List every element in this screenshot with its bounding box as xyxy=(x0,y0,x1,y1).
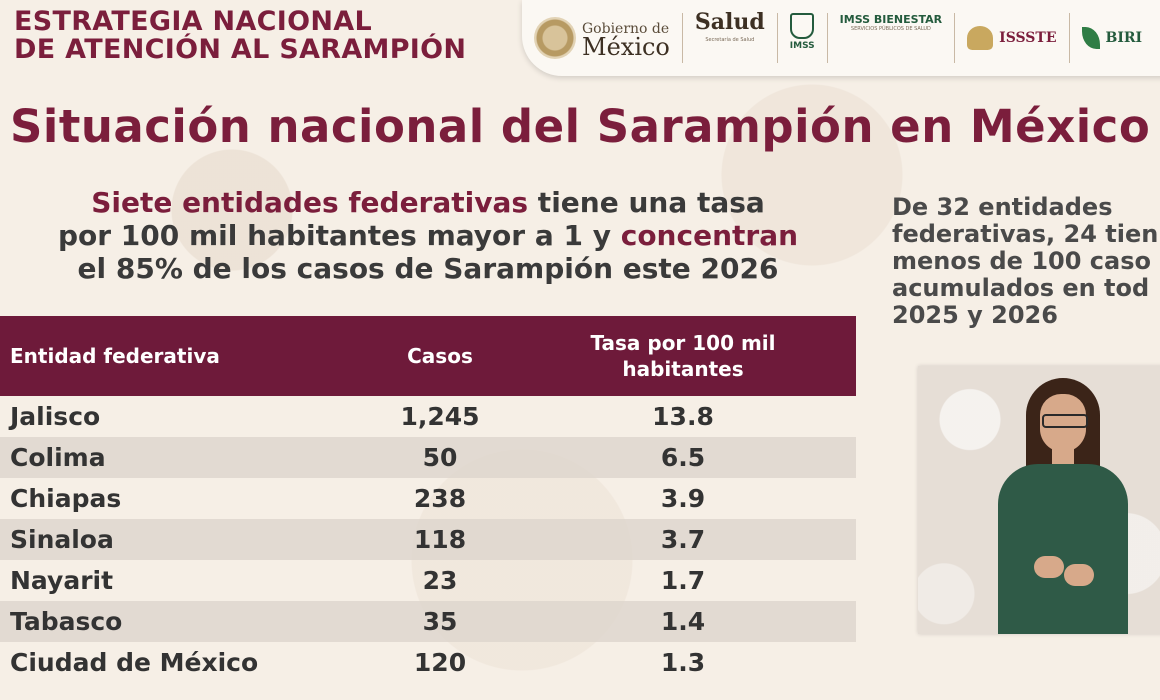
side-note-line1: De 32 entidades xyxy=(892,193,1113,221)
imss-bienestar-logo: IMSS BIENESTAR SERVICIOS PÚBLICOS DE SAL… xyxy=(828,13,956,63)
subtitle-text-2: por 100 mil habitantes mayor a 1 y xyxy=(57,219,621,252)
logo-bar: Gobierno de México Salud Secretaría de S… xyxy=(522,0,1160,76)
cell-entity: Jalisco xyxy=(10,402,101,431)
side-note: De 32 entidades federativas, 24 tien men… xyxy=(892,194,1160,329)
imss-bienestar-text: IMSS BIENESTAR xyxy=(839,13,943,26)
cell-entity: Nayarit xyxy=(10,566,114,595)
hand-left xyxy=(1034,556,1064,578)
neck xyxy=(1052,448,1074,468)
subtitle-highlight-2: concentran xyxy=(620,219,799,252)
cell-entity: Sinaloa xyxy=(10,525,114,554)
table-header: Entidad federativa Casos Tasa por 100 mi… xyxy=(0,316,856,396)
table-row: Chiapas 238 3.9 xyxy=(0,478,856,519)
cases-table: Entidad federativa Casos Tasa por 100 mi… xyxy=(0,316,856,683)
imss-text: IMSS xyxy=(789,41,815,51)
imss-bienestar-subtext: SERVICIOS PÚBLICOS DE SALUD xyxy=(850,26,931,32)
side-note-line5: 2025 y 2026 xyxy=(892,301,1058,329)
side-note-line3: menos de 100 caso xyxy=(892,247,1151,275)
gobierno-line2: México xyxy=(582,33,670,61)
sign-language-interpreter-video xyxy=(918,366,1160,634)
torso xyxy=(998,464,1128,634)
cell-rate: 6.5 xyxy=(660,443,706,472)
issste-text: ISSSTE xyxy=(999,30,1057,46)
birmex-logo: BIRI xyxy=(1070,13,1155,63)
salud-subtext: Secretaría de Salud xyxy=(705,37,755,43)
cell-entity: Tabasco xyxy=(10,607,123,636)
cell-rate: 1.3 xyxy=(660,648,706,677)
header-rate: Tasa por 100 mil habitantes xyxy=(510,330,856,382)
cell-cases: 1,245 xyxy=(400,402,480,431)
gobierno-line1: Gobierno de xyxy=(582,21,670,37)
issste-eagle-icon xyxy=(967,26,994,50)
cell-rate: 3.9 xyxy=(660,484,706,513)
imss-logo: IMSS xyxy=(778,13,828,63)
cell-rate: 1.4 xyxy=(660,607,706,636)
subtitle-text-1: tiene una tasa xyxy=(528,186,765,219)
header-title: ESTRATEGIA NACIONAL DE ATENCIÓN AL SARAM… xyxy=(14,8,466,64)
subtitle-text-3: el 85% de los casos de Sarampión este 20… xyxy=(77,252,779,285)
page-title: Situación nacional del Sarampión en Méxi… xyxy=(10,100,1151,153)
cell-rate: 3.7 xyxy=(660,525,706,554)
cell-rate: 1.7 xyxy=(660,566,706,595)
subtitle-highlight-1: Siete entidades federativas xyxy=(91,186,529,219)
header-title-line1: ESTRATEGIA NACIONAL xyxy=(14,6,372,37)
cell-entity: Colima xyxy=(10,443,106,472)
issste-logo: ISSSTE xyxy=(955,13,1070,63)
cell-cases: 120 xyxy=(413,648,467,677)
leaf-icon xyxy=(1081,27,1100,49)
salud-logo: Salud Secretaría de Salud xyxy=(683,9,778,63)
hand-right xyxy=(1064,564,1094,586)
birmex-text: BIRI xyxy=(1105,30,1143,46)
salud-text: Salud xyxy=(694,9,765,35)
cell-cases: 23 xyxy=(422,566,458,595)
table-row: Sinaloa 118 3.7 xyxy=(0,519,856,560)
header-entity: Entidad federativa xyxy=(10,344,220,368)
side-note-line4: acumulados en tod xyxy=(892,274,1150,302)
cell-rate: 13.8 xyxy=(652,402,714,431)
cell-entity: Chiapas xyxy=(10,484,122,513)
header-rate-line2: habitantes xyxy=(622,357,744,381)
interpreter-figure xyxy=(978,378,1148,634)
cell-cases: 35 xyxy=(422,607,458,636)
imss-shield-icon xyxy=(790,13,815,39)
header-title-line2: DE ATENCIÓN AL SARAMPIÓN xyxy=(14,34,467,65)
glasses-icon xyxy=(1042,414,1088,428)
table-row: Jalisco 1,245 13.8 xyxy=(0,396,856,437)
header-cases: Casos xyxy=(407,344,473,368)
table-row: Ciudad de México 120 1.3 xyxy=(0,642,856,683)
side-note-line2: federativas, 24 tien xyxy=(892,220,1159,248)
table-row: Colima 50 6.5 xyxy=(0,437,856,478)
table-row: Tabasco 35 1.4 xyxy=(0,601,856,642)
header-rate-line1: Tasa por 100 mil xyxy=(590,331,776,355)
table-row: Nayarit 23 1.7 xyxy=(0,560,856,601)
cell-cases: 50 xyxy=(422,443,458,472)
cell-cases: 238 xyxy=(413,484,467,513)
gobierno-mexico-logo: Gobierno de México xyxy=(522,13,683,63)
cell-entity: Ciudad de México xyxy=(10,648,259,677)
subtitle: Siete entidades federativas tiene una ta… xyxy=(18,186,838,285)
face xyxy=(1040,394,1086,452)
mexico-seal-icon xyxy=(534,17,576,59)
cell-cases: 118 xyxy=(413,525,467,554)
